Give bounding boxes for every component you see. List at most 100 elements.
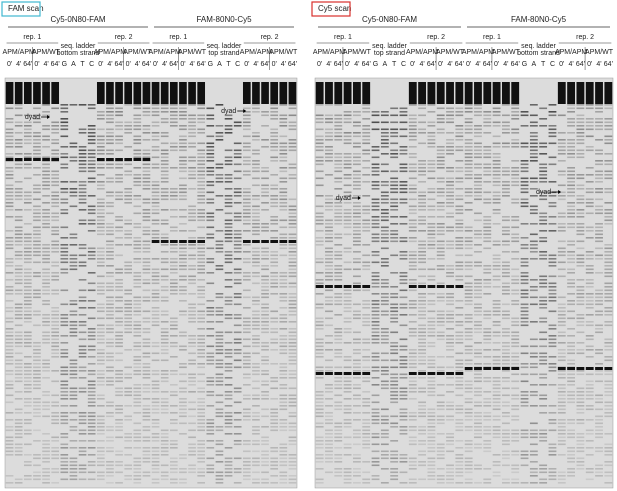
band <box>115 377 123 379</box>
band <box>69 268 78 271</box>
band <box>557 195 566 197</box>
band <box>390 230 399 232</box>
band <box>567 184 576 187</box>
band <box>142 279 151 281</box>
band <box>279 342 288 344</box>
band <box>279 478 288 481</box>
band <box>334 331 343 334</box>
band <box>197 303 206 306</box>
band <box>455 426 464 428</box>
band <box>334 328 343 330</box>
band <box>474 331 482 334</box>
band <box>279 398 288 400</box>
band <box>529 188 538 190</box>
band <box>511 321 520 323</box>
band <box>315 237 324 239</box>
band <box>408 464 417 467</box>
band <box>78 163 87 166</box>
band <box>464 338 473 341</box>
band <box>325 436 333 439</box>
band <box>362 223 371 225</box>
band <box>14 237 23 239</box>
band <box>557 384 566 386</box>
band <box>279 394 288 397</box>
band <box>252 380 260 383</box>
band <box>151 202 160 204</box>
band <box>233 279 242 281</box>
band <box>142 317 151 320</box>
band <box>42 394 50 397</box>
band <box>315 394 324 397</box>
band <box>474 251 482 253</box>
band <box>233 156 242 159</box>
band <box>595 230 603 232</box>
band <box>483 247 492 250</box>
rep-label: rep. 2 <box>115 34 133 41</box>
band <box>151 471 160 474</box>
band <box>380 202 389 204</box>
band <box>42 282 50 285</box>
band <box>325 429 333 432</box>
band <box>252 457 260 460</box>
band <box>288 349 297 351</box>
band <box>334 202 343 204</box>
band <box>604 447 613 449</box>
band <box>567 191 576 194</box>
band <box>464 125 473 127</box>
band <box>325 433 333 435</box>
band <box>446 335 454 337</box>
band <box>427 268 436 271</box>
band <box>188 258 196 260</box>
band <box>169 391 178 393</box>
band <box>436 335 445 337</box>
band <box>483 223 492 225</box>
band <box>483 401 492 404</box>
band <box>224 314 233 316</box>
rep-label: rep. 1 <box>334 34 352 41</box>
band <box>399 457 408 460</box>
band <box>169 394 178 397</box>
band <box>585 128 594 131</box>
band <box>418 296 427 299</box>
band <box>371 181 380 183</box>
band <box>501 328 510 330</box>
band <box>371 163 380 166</box>
dyad-arrowhead <box>357 196 361 200</box>
band <box>427 258 436 260</box>
band <box>169 149 178 152</box>
band <box>252 443 260 446</box>
band <box>279 247 288 250</box>
band <box>362 135 371 138</box>
band <box>261 363 269 365</box>
band <box>604 163 613 166</box>
band <box>224 240 233 243</box>
band <box>60 261 69 264</box>
band <box>23 345 32 348</box>
band <box>380 237 389 239</box>
band <box>408 300 417 302</box>
band <box>436 202 445 204</box>
band <box>23 258 32 260</box>
band <box>69 146 78 148</box>
band <box>14 251 23 253</box>
band <box>567 170 576 173</box>
well-band <box>492 82 501 104</box>
band <box>380 265 389 267</box>
band <box>78 468 87 470</box>
band <box>362 104 371 106</box>
band <box>142 373 151 376</box>
band <box>427 160 436 162</box>
band <box>455 265 464 267</box>
band <box>501 293 510 295</box>
band <box>501 440 510 442</box>
band <box>279 188 288 190</box>
band <box>215 321 224 323</box>
band <box>96 258 105 260</box>
band <box>548 412 557 414</box>
band <box>334 177 343 180</box>
band <box>279 454 288 456</box>
band <box>539 146 548 148</box>
band <box>51 454 60 456</box>
band <box>464 461 473 463</box>
band <box>576 132 585 134</box>
